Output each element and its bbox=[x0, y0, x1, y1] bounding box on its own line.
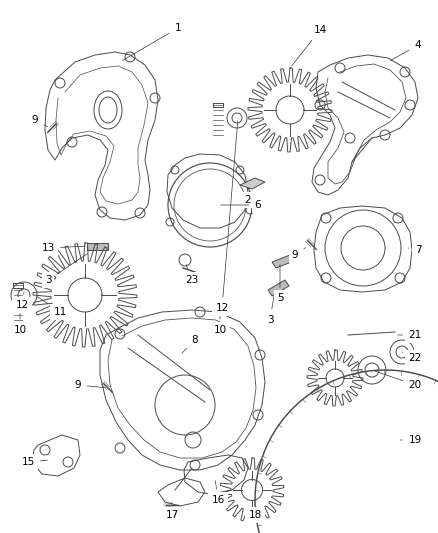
Text: 10: 10 bbox=[213, 315, 226, 335]
Text: 2: 2 bbox=[245, 188, 251, 205]
Text: 4: 4 bbox=[390, 40, 421, 61]
Text: 8: 8 bbox=[182, 335, 198, 353]
Text: 5: 5 bbox=[277, 265, 283, 303]
Text: 18: 18 bbox=[248, 510, 261, 520]
Text: 10: 10 bbox=[14, 313, 27, 335]
Text: 12: 12 bbox=[215, 121, 238, 313]
Text: 12: 12 bbox=[15, 292, 28, 310]
Text: 17: 17 bbox=[166, 503, 179, 520]
Text: 3: 3 bbox=[267, 293, 275, 325]
Polygon shape bbox=[87, 243, 108, 250]
Polygon shape bbox=[268, 280, 289, 296]
Text: 6: 6 bbox=[221, 200, 261, 210]
Text: 21: 21 bbox=[398, 330, 422, 340]
Polygon shape bbox=[240, 178, 265, 189]
Text: 19: 19 bbox=[400, 435, 422, 445]
Text: 22: 22 bbox=[402, 352, 422, 363]
Text: 7: 7 bbox=[408, 245, 421, 255]
Text: 23: 23 bbox=[185, 264, 198, 285]
Text: 9: 9 bbox=[32, 115, 48, 127]
Text: 15: 15 bbox=[21, 457, 47, 467]
Text: 20: 20 bbox=[374, 371, 421, 390]
Text: 11: 11 bbox=[37, 296, 67, 317]
Text: 13: 13 bbox=[41, 243, 85, 253]
Text: 14: 14 bbox=[292, 25, 327, 66]
Text: 3: 3 bbox=[45, 254, 88, 285]
Text: 9: 9 bbox=[75, 380, 105, 390]
Text: 9: 9 bbox=[292, 248, 306, 260]
Text: 1: 1 bbox=[122, 23, 181, 61]
Polygon shape bbox=[272, 255, 294, 268]
Text: 16: 16 bbox=[212, 481, 225, 505]
